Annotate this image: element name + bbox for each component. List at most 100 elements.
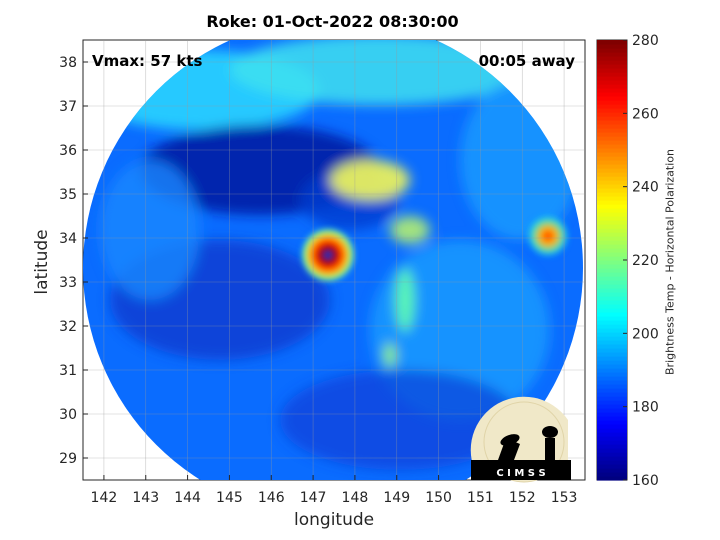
colorbar-segment	[597, 216, 627, 221]
colorbar-segment	[597, 440, 627, 445]
colorbar-segment	[597, 212, 627, 217]
x-tick-label: 143	[132, 490, 159, 506]
colorbar-segment	[597, 92, 627, 97]
colorbar-tick-label: 240	[632, 180, 659, 196]
x-tick-label: 146	[258, 490, 285, 506]
colorbar-segment	[597, 304, 627, 309]
colorbar-segment	[597, 64, 627, 69]
colorbar-segment	[597, 296, 627, 301]
x-tick-label: 149	[383, 490, 410, 506]
colorbar-segment	[597, 276, 627, 281]
colorbar-segment	[597, 424, 627, 429]
colorbar-segment	[597, 240, 627, 245]
x-tick-label: 152	[509, 490, 536, 506]
y-tick-label: 31	[59, 363, 77, 379]
colorbar-segment	[597, 468, 627, 473]
colorbar-segment	[597, 148, 627, 153]
colorbar-segment	[597, 128, 627, 133]
x-axis-ticks: 142 143 144 145 146 147 148 149 150 151 152 153	[91, 475, 577, 506]
colorbar-segment	[597, 368, 627, 373]
x-tick-label: 148	[342, 490, 369, 506]
colorbar-segment	[597, 256, 627, 261]
colorbar-label: Brightness Temp - Horizontal Polarizatio…	[663, 149, 677, 375]
colorbar-segment	[597, 248, 627, 253]
colorbar-segment	[597, 340, 627, 345]
colorbar-segment	[597, 268, 627, 273]
colorbar-segment	[597, 300, 627, 305]
colorbar-segment	[597, 380, 627, 385]
y-tick-label: 30	[59, 407, 77, 423]
colorbar-segment	[597, 184, 627, 189]
colorbar-segment	[597, 396, 627, 401]
colorbar-segment	[597, 452, 627, 457]
y-tick-label: 32	[59, 319, 77, 335]
colorbar-segment	[597, 80, 627, 85]
colorbar-segment	[597, 56, 627, 61]
colorbar-segment	[597, 376, 627, 381]
colorbar	[597, 40, 627, 481]
colorbar-segment	[597, 68, 627, 73]
colorbar-segment	[597, 384, 627, 389]
time-away-label: 00:05 away	[478, 52, 575, 70]
x-tick-label: 150	[425, 490, 452, 506]
colorbar-segment	[597, 432, 627, 437]
colorbar-segment	[597, 100, 627, 105]
colorbar-segment	[597, 472, 627, 477]
colorbar-segment	[597, 264, 627, 269]
vmax-label: Vmax: 57 kts	[92, 52, 203, 70]
y-tick-label: 29	[59, 451, 77, 467]
colorbar-segment	[597, 280, 627, 285]
x-tick-label: 144	[174, 490, 201, 506]
colorbar-segment	[597, 288, 627, 293]
colorbar-segment	[597, 244, 627, 249]
colorbar-segment	[597, 156, 627, 161]
colorbar-segment	[597, 204, 627, 209]
x-tick-label: 145	[216, 490, 243, 506]
colorbar-segment	[597, 364, 627, 369]
colorbar-segment	[597, 372, 627, 377]
colorbar-segment	[597, 160, 627, 165]
colorbar-segment	[597, 284, 627, 289]
colorbar-segment	[597, 40, 627, 45]
colorbar-ticks: 160 180 200 220 240 260 280	[623, 33, 659, 489]
colorbar-segment	[597, 228, 627, 233]
colorbar-segment	[597, 48, 627, 53]
colorbar-segment	[597, 272, 627, 277]
colorbar-tick-label: 160	[632, 473, 659, 489]
colorbar-segment	[597, 108, 627, 113]
colorbar-segment	[597, 192, 627, 197]
x-tick-label: 147	[300, 490, 327, 506]
logo-text: C I M S S	[496, 468, 545, 479]
colorbar-segment	[597, 176, 627, 181]
colorbar-segment	[597, 44, 627, 49]
colorbar-segment	[597, 124, 627, 129]
colorbar-segment	[597, 140, 627, 145]
colorbar-segment	[597, 360, 627, 365]
colorbar-segment	[597, 60, 627, 65]
colorbar-segment	[597, 412, 627, 417]
brightness-temp-image	[83, 40, 583, 480]
colorbar-segment	[597, 208, 627, 213]
colorbar-segment	[597, 388, 627, 393]
x-tick-label: 142	[91, 490, 118, 506]
y-tick-label: 36	[59, 143, 77, 159]
colorbar-segment	[597, 308, 627, 313]
colorbar-segment	[597, 328, 627, 333]
colorbar-segment	[597, 408, 627, 413]
colorbar-segment	[597, 164, 627, 169]
colorbar-tick-label: 180	[632, 400, 659, 416]
y-tick-label: 33	[59, 275, 77, 291]
colorbar-segment	[597, 352, 627, 357]
colorbar-tick-label: 280	[632, 33, 659, 49]
colorbar-segment	[597, 144, 627, 149]
colorbar-segment	[597, 88, 627, 93]
colorbar-segment	[597, 444, 627, 449]
colorbar-segment	[597, 464, 627, 469]
colorbar-segment	[597, 404, 627, 409]
colorbar-segment	[597, 220, 627, 225]
y-tick-label: 37	[59, 99, 77, 115]
colorbar-segment	[597, 196, 627, 201]
colorbar-segment	[597, 104, 627, 109]
colorbar-segment	[597, 96, 627, 101]
colorbar-segment	[597, 252, 627, 257]
